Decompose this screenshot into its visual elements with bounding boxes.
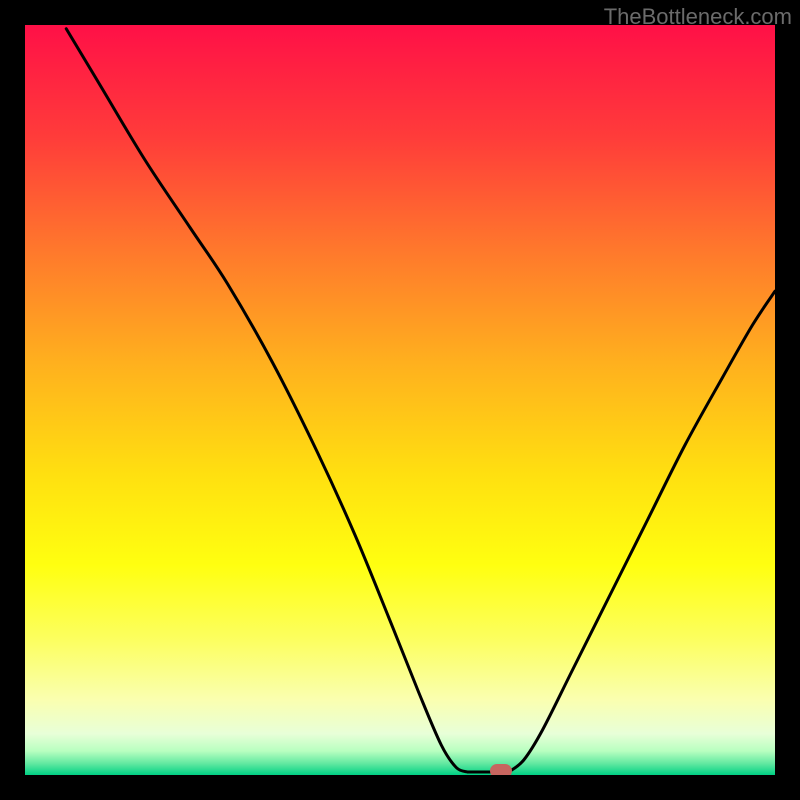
bottleneck-chart: TheBottleneck.com (0, 0, 800, 800)
bottleneck-curve (25, 25, 775, 775)
watermark-text: TheBottleneck.com (604, 4, 792, 30)
plot-area (25, 25, 775, 775)
optimal-marker (490, 764, 512, 776)
